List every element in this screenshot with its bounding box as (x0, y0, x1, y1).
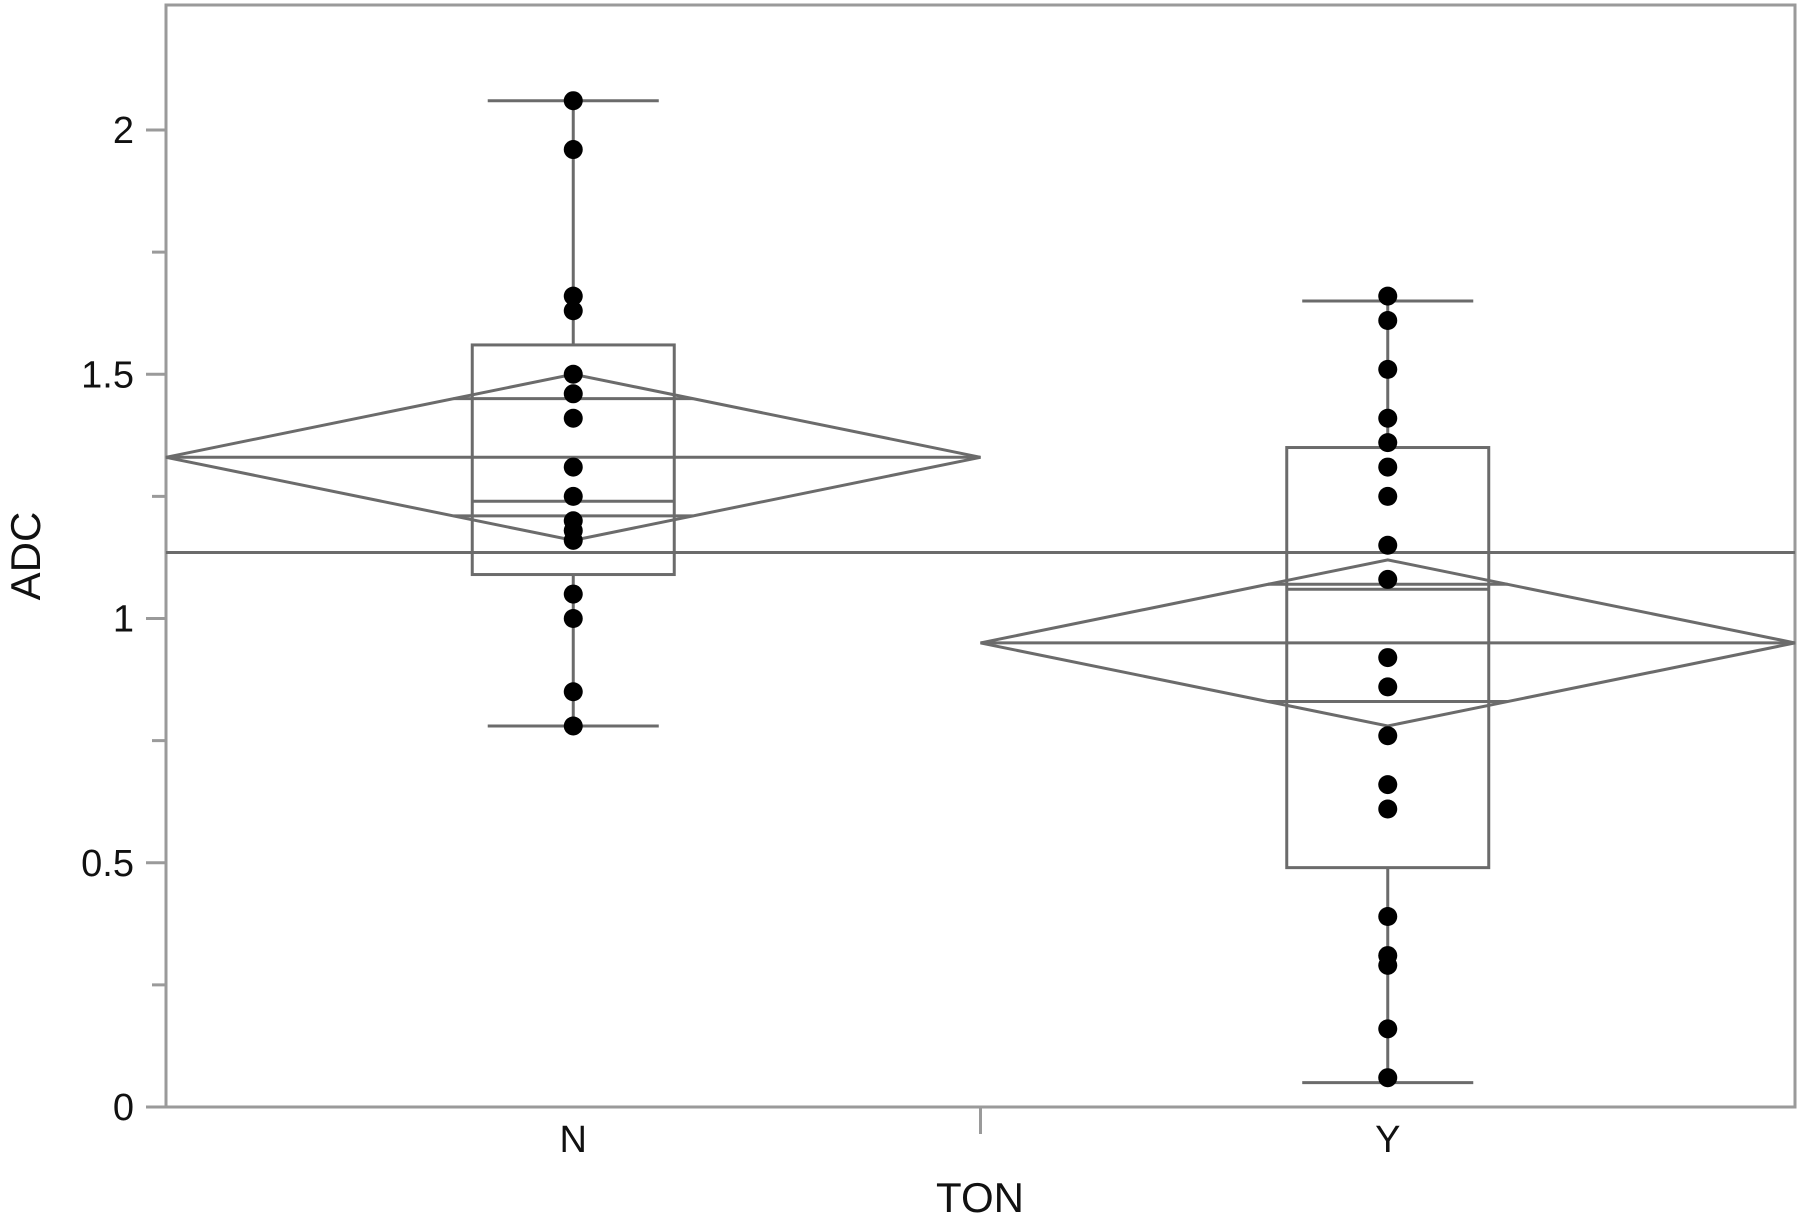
x-tick-label-N: N (560, 1119, 587, 1161)
data-point-Y-9 (1378, 648, 1398, 668)
data-point-N-1 (563, 140, 583, 160)
y-tick-label-1: 0.5 (81, 843, 134, 885)
data-point-N-3 (563, 301, 583, 321)
data-point-N-12 (563, 584, 583, 604)
data-point-Y-2 (1378, 359, 1398, 379)
data-point-N-4 (563, 364, 583, 384)
x-axis-title: TON (936, 1174, 1024, 1221)
y-tick-label-4: 2 (113, 110, 134, 152)
data-point-Y-16 (1378, 955, 1398, 975)
data-point-N-0 (563, 91, 583, 111)
data-point-Y-14 (1378, 906, 1398, 926)
data-point-N-15 (563, 716, 583, 736)
x-tick-label-Y: Y (1375, 1119, 1400, 1161)
data-point-Y-0 (1378, 286, 1398, 306)
data-point-Y-18 (1378, 1068, 1398, 1088)
tick-layer: 0 0.5 1 1.5 2 N Y (81, 110, 1400, 1161)
data-point-Y-8 (1378, 569, 1398, 589)
data-point-Y-5 (1378, 457, 1398, 477)
y-tick-label-3: 1.5 (81, 354, 134, 396)
data-point-N-14 (563, 682, 583, 702)
data-point-N-13 (563, 609, 583, 628)
data-point-N-2 (563, 286, 583, 306)
plot-layer (165, 91, 1796, 1088)
quantile-box-N (470, 343, 676, 577)
data-point-Y-6 (1378, 486, 1398, 506)
y-axis-title: ADC (2, 512, 49, 601)
data-point-N-11 (563, 530, 583, 550)
data-point-N-7 (563, 457, 583, 477)
y-tick-label-0: 0 (113, 1087, 134, 1129)
data-point-Y-11 (1378, 726, 1398, 746)
data-point-Y-13 (1378, 799, 1398, 819)
data-point-N-6 (563, 408, 583, 428)
data-point-Y-4 (1378, 433, 1398, 453)
data-point-Y-1 (1378, 311, 1398, 331)
data-point-N-8 (563, 486, 583, 506)
plot-frame (164, 3, 1797, 1109)
data-point-N-5 (563, 384, 583, 404)
data-point-Y-12 (1378, 775, 1398, 795)
y-tick-label-2: 1 (113, 599, 134, 641)
data-point-Y-3 (1378, 408, 1398, 428)
data-point-Y-10 (1378, 677, 1398, 697)
data-point-Y-17 (1378, 1019, 1398, 1039)
data-point-Y-7 (1378, 535, 1398, 555)
